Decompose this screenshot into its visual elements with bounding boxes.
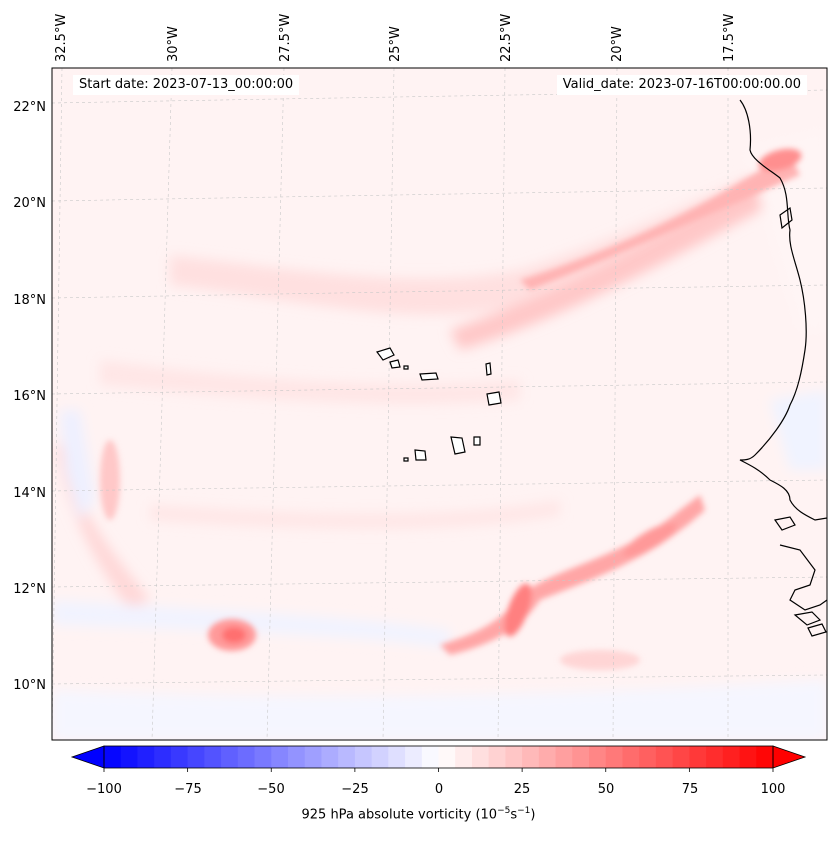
colorbar-segment: [405, 746, 423, 768]
colorbar-segment: [321, 746, 339, 768]
lat-tick-labels: 22°N 20°N 18°N 16°N 14°N 12°N 10°N: [13, 100, 46, 693]
colorbar-ticks: −100 −75 −50 −25 0 25 50 75 100: [86, 782, 785, 797]
vorticity-maxima: [100, 148, 802, 670]
lon-tick-label: 25°W: [388, 26, 403, 62]
lat-tick-label: 12°N: [13, 582, 46, 597]
colorbar-tick-label: −100: [86, 782, 122, 797]
colorbar-segment: [137, 746, 155, 768]
colorbar-segment: [421, 746, 439, 768]
colorbar-extend-max: [772, 745, 807, 769]
lon-tick-label: 27.5°W: [278, 14, 293, 62]
lat-tick-label: 22°N: [13, 100, 46, 115]
colorbar-tick-label: 25: [514, 782, 531, 797]
colorbar-segment: [488, 746, 506, 768]
colorbar-segment: [371, 746, 389, 768]
colorbar-segment: [438, 746, 456, 768]
colorbar-tick-label: 0: [435, 782, 443, 797]
colorbar-label-mid: s: [510, 807, 518, 823]
lon-tick-label: 30°W: [166, 26, 181, 62]
lat-tick-label: 18°N: [13, 293, 46, 308]
colorbar-segment: [455, 746, 473, 768]
colorbar-segment: [338, 746, 356, 768]
colorbar-segment: [722, 746, 741, 768]
colorbar-extend-min: [70, 745, 105, 769]
colorbar: [70, 745, 807, 772]
colorbar-segment: [271, 746, 289, 768]
colorbar-segment: [706, 746, 724, 768]
colorbar-segment: [672, 746, 690, 768]
lat-tick-label: 16°N: [13, 389, 46, 404]
lon-tick-label: 32.5°W: [54, 14, 69, 62]
colorbar-segment: [689, 746, 707, 768]
colorbar-segment: [739, 746, 757, 768]
vorticity-field: [52, 68, 827, 740]
valid-date-label: Valid_date: 2023-07-16T00:00:00.00: [556, 75, 807, 95]
lon-tick-label: 22.5°W: [499, 14, 514, 62]
lon-tick-labels: 32.5°W 30°W 27.5°W 25°W 22.5°W 20°W 17.5…: [54, 14, 737, 62]
colorbar-tick-label: −50: [257, 782, 284, 797]
colorbar-segment: [287, 746, 306, 768]
colorbar-segment: [538, 746, 557, 768]
colorbar-segment: [471, 746, 490, 768]
colorbar-segment: [304, 746, 322, 768]
lat-tick-label: 10°N: [13, 678, 46, 693]
colorbar-tick-label: 100: [761, 782, 786, 797]
colorbar-segment: [254, 746, 272, 768]
colorbar-segment: [104, 746, 122, 768]
colorbar-segment: [605, 746, 623, 768]
lon-tick-label: 20°W: [610, 26, 625, 62]
coastline: [739, 99, 827, 637]
colorbar-label-exp2: −1: [517, 806, 531, 816]
colorbar-segment: [589, 746, 607, 768]
map-frame: [51, 67, 828, 741]
colorbar-segment: [170, 746, 189, 768]
colorbar-label-exp1: −5: [497, 806, 511, 816]
colorbar-label-prefix: 925 hPa absolute vorticity (10: [301, 807, 498, 823]
lon-tick-label: 17.5°W: [722, 14, 737, 62]
colorbar-label: 925 hPa absolute vorticity (10−5s−1): [0, 806, 837, 822]
colorbar-segment: [221, 746, 239, 768]
colorbar-segment: [639, 746, 657, 768]
colorbar-segment: [187, 746, 205, 768]
colorbar-tick-label: −25: [341, 782, 368, 797]
graticule: [52, 68, 827, 740]
colorbar-segment: [522, 746, 540, 768]
lat-tick-label: 14°N: [13, 486, 46, 501]
colorbar-segment: [756, 746, 774, 768]
colorbar-tick-label: 75: [682, 782, 699, 797]
colorbar-segment: [505, 746, 523, 768]
colorbar-segment: [354, 746, 373, 768]
start-date-label: Start date: 2023-07-13_00:00:00: [73, 75, 300, 95]
colorbar-segment: [655, 746, 674, 768]
colorbar-segment: [555, 746, 573, 768]
colorbar-segment: [572, 746, 590, 768]
colorbar-label-suffix: ): [530, 807, 536, 823]
colorbar-segment: [388, 746, 406, 768]
cape-verde-islands: [376, 347, 502, 462]
colorbar-tick-label: 50: [598, 782, 615, 797]
colorbar-segment: [120, 746, 138, 768]
colorbar-segment: [154, 746, 172, 768]
colorbar-segment: [622, 746, 640, 768]
colorbar-segment: [204, 746, 222, 768]
colorbar-segment: [237, 746, 256, 768]
lat-tick-label: 20°N: [13, 196, 46, 211]
colorbar-tick-label: −75: [174, 782, 201, 797]
